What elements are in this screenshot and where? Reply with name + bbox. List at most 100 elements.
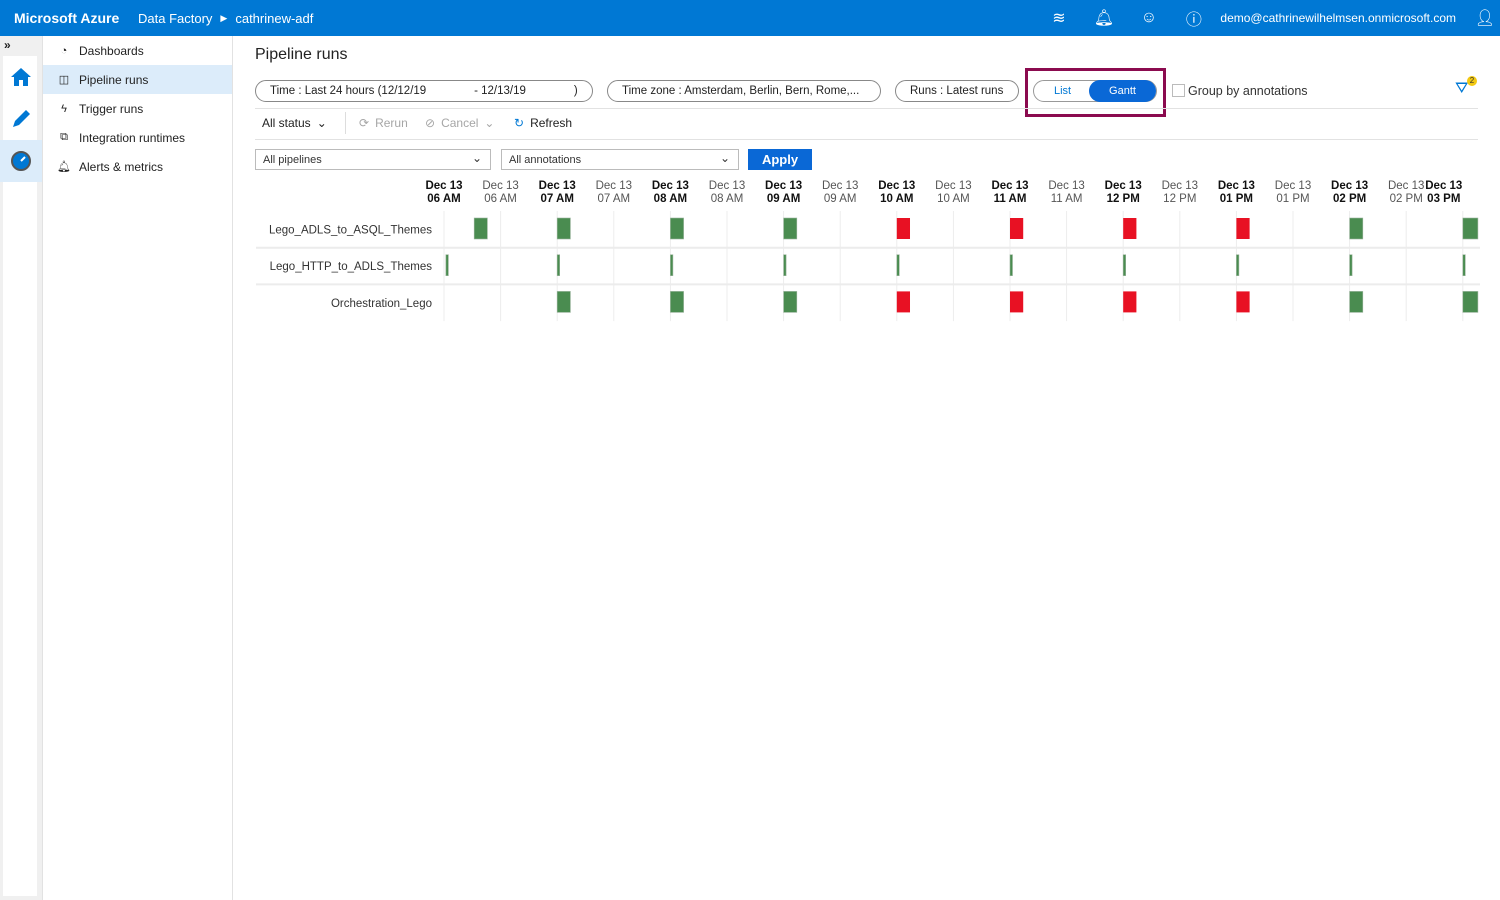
time-filter[interactable]: Time : Last 24 hours (12/12/19 - 12/13/1… (255, 80, 593, 102)
filter-icon[interactable]: ⛛ (1455, 80, 1469, 97)
run-bar-failed[interactable] (1010, 218, 1024, 239)
expand-icon[interactable]: » (4, 38, 11, 52)
sidebar-item-label: Alerts & metrics (79, 159, 164, 174)
run-bar-failed[interactable] (1236, 291, 1250, 313)
sidebar-item-trigger-runs[interactable]: ϟ Trigger runs (43, 94, 232, 123)
breadcrumb-service[interactable]: Data Factory (138, 10, 213, 26)
run-bar-succeeded[interactable] (1122, 254, 1126, 276)
breadcrumb-factory[interactable]: cathrinew-adf (235, 10, 314, 26)
user-account[interactable]: demo@cathrinewilhelmsen.onmicrosoft.com (1220, 11, 1456, 25)
run-bar-succeeded[interactable] (670, 254, 674, 276)
run-bar-succeeded[interactable] (556, 291, 571, 313)
run-bar-succeeded[interactable] (1349, 254, 1353, 276)
refresh-icon: ↻ (514, 116, 525, 130)
gantt-view-option[interactable]: Gantt (1089, 80, 1156, 102)
run-bar-failed[interactable] (1123, 218, 1137, 239)
brand[interactable]: Microsoft Azure (14, 10, 120, 26)
bell-icon[interactable]: 🔔︎ (1093, 10, 1115, 27)
timezone-filter[interactable]: Time zone : Amsterdam, Berlin, Bern, Rom… (607, 80, 881, 102)
apply-button[interactable]: Apply (748, 149, 812, 170)
annotations-select[interactable]: All annotations ⌄ (501, 149, 739, 170)
run-bar-succeeded[interactable] (473, 217, 488, 240)
time-axis-date: Dec 13 (1048, 180, 1084, 192)
sidebar-item-alerts[interactable]: 🔔︎ Alerts & metrics (43, 152, 232, 181)
time-axis-date: Dec 13 (539, 180, 576, 192)
run-bar-succeeded[interactable] (670, 217, 684, 240)
run-bar-succeeded[interactable] (670, 291, 684, 313)
runs-filter[interactable]: Runs : Latest runs (895, 80, 1019, 102)
pencil-icon[interactable] (0, 98, 42, 140)
left-rail: » (0, 36, 43, 900)
run-bar-succeeded[interactable] (783, 254, 787, 276)
dashboard-icon: ◔ (60, 44, 68, 57)
run-bar-succeeded[interactable] (1462, 254, 1466, 276)
run-bar-succeeded[interactable] (1349, 217, 1364, 240)
main-content: Pipeline runs Time : Last 24 hours (12/1… (233, 36, 1500, 900)
time-axis-time: 08 AM (654, 193, 687, 205)
person-icon[interactable]: 👤︎ (1474, 10, 1496, 27)
run-bar-succeeded[interactable] (896, 254, 900, 276)
time-axis-date: Dec 13 (652, 180, 689, 192)
pipeline-name[interactable]: Orchestration_Lego (331, 298, 432, 310)
run-bar-failed[interactable] (1236, 218, 1250, 239)
sidebar-item-integration-runtimes[interactable]: ⧉ Integration runtimes (43, 123, 232, 152)
group-by-label[interactable]: Group by annotations (1188, 84, 1308, 98)
sidebar-item-pipeline-runs[interactable]: ◫ Pipeline runs (43, 65, 232, 94)
page-title: Pipeline runs (255, 46, 348, 63)
pipelines-select[interactable]: All pipelines ⌄ (255, 149, 491, 170)
time-axis-time: 03 PM (1427, 193, 1460, 205)
sidebar-item-dashboards[interactable]: ◔ Dashboards (43, 36, 232, 65)
run-bar-failed[interactable] (896, 218, 911, 239)
time-axis-time: 06 AM (484, 193, 517, 205)
run-bar-succeeded[interactable] (1462, 217, 1479, 240)
time-axis-time: 09 AM (767, 193, 800, 205)
smiley-icon[interactable]: ☺ (1140, 9, 1158, 26)
time-axis-time: 07 AM (540, 193, 573, 205)
chevron-down-icon: ⌄ (719, 151, 730, 165)
run-bar-succeeded[interactable] (556, 254, 561, 276)
time-axis-date: Dec 13 (425, 180, 462, 192)
run-bar-failed[interactable] (1123, 291, 1137, 313)
status-dropdown[interactable]: All status ⌄ (262, 116, 327, 130)
rerun-label: Rerun (375, 116, 408, 130)
run-bar-succeeded[interactable] (556, 217, 571, 240)
pipeline-name[interactable]: Lego_HTTP_to_ADLS_Themes (270, 261, 433, 273)
rerun-button[interactable]: ⟳ Rerun (359, 116, 408, 130)
time-axis-date: Dec 13 (1218, 180, 1255, 192)
help-icon[interactable]: ⓘ (1185, 12, 1202, 29)
run-bar-failed[interactable] (1010, 291, 1024, 313)
run-bar-succeeded[interactable] (1236, 254, 1240, 276)
time-axis-time: 10 AM (880, 193, 913, 205)
run-bar-failed[interactable] (896, 291, 911, 313)
home-icon[interactable] (0, 56, 42, 98)
run-bar-succeeded[interactable] (783, 291, 798, 313)
time-axis-time: 01 PM (1220, 193, 1253, 205)
pipeline-icon: ◫ (58, 74, 70, 86)
run-bar-succeeded[interactable] (1349, 291, 1364, 313)
view-toggle[interactable]: List Gantt (1033, 80, 1157, 102)
run-bar-succeeded[interactable] (1009, 254, 1013, 276)
group-by-checkbox[interactable] (1172, 84, 1185, 97)
cancel-button[interactable]: ⊘ Cancel ⌄ (425, 116, 494, 130)
list-view-option[interactable]: List (1054, 85, 1072, 97)
run-bar-succeeded[interactable] (1462, 291, 1479, 313)
time-axis-time: 01 PM (1276, 193, 1309, 205)
time-axis-date: Dec 13 (878, 180, 915, 192)
feedback-signal-icon[interactable]: ≋ (1052, 10, 1066, 27)
pipeline-name[interactable]: Lego_ADLS_to_ASQL_Themes (269, 224, 432, 236)
refresh-label: Refresh (530, 116, 573, 130)
refresh-button[interactable]: ↻ Refresh (514, 116, 572, 130)
monitor-icon[interactable] (0, 140, 42, 182)
run-bar-succeeded[interactable] (783, 217, 798, 240)
run-bar-succeeded[interactable] (445, 254, 449, 276)
